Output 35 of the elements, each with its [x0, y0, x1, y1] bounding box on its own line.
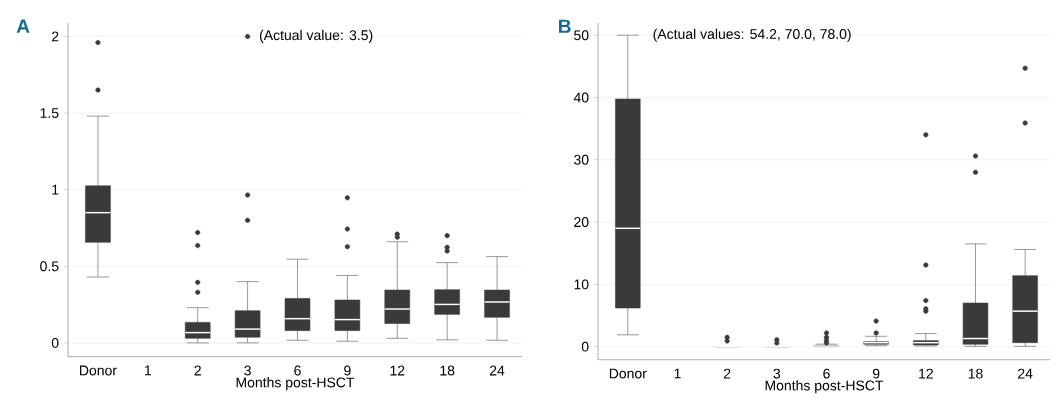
y-tick-label: 1: [52, 184, 59, 195]
x-tick-label: 2: [194, 365, 201, 376]
annotation: (Actual value: 3.5): [259, 29, 373, 43]
x-tick-label: Donor: [609, 368, 647, 379]
x-tick-label: 9: [344, 365, 351, 376]
x-tick-label: 3: [773, 368, 781, 379]
y-tick-label: 40: [573, 92, 589, 103]
x-tick-label: 1: [674, 368, 681, 379]
x-tick-label: 1: [145, 365, 152, 376]
y-tick-label: 0: [51, 337, 59, 348]
x-tick-label: 2: [723, 368, 731, 379]
x-tick-label: 18: [440, 365, 455, 376]
y-tick-label: 0.5: [40, 261, 59, 272]
y-tick-label: 1.5: [40, 108, 59, 118]
y-tick-label: 2: [52, 31, 59, 42]
x-tick-label: 12: [390, 365, 405, 376]
y-tick-label: 30: [574, 154, 589, 165]
x-axis-title: Months post-HSCT: [765, 380, 884, 394]
y-tick-label: 20: [574, 217, 589, 228]
y-tick-label: 10: [574, 279, 589, 290]
x-tick-label: Donor: [80, 365, 117, 376]
annotation: (Actual values: 54.2, 70.0, 78.0): [653, 28, 851, 42]
x-tick-label: 6: [294, 365, 301, 376]
x-tick-label: 24: [1018, 368, 1033, 379]
y-tick-label: 0: [581, 341, 589, 352]
chart-title: A: [16, 19, 30, 33]
chart-title: B: [559, 19, 571, 33]
x-tick-label: 9: [872, 368, 880, 379]
x-tick-label: 12: [919, 368, 933, 379]
y-tick-label: 50: [574, 30, 589, 41]
x-tick-label: 24: [489, 365, 505, 376]
x-tick-label: 6: [823, 368, 830, 379]
x-tick-label: 3: [244, 365, 251, 376]
x-tick-label: 18: [968, 368, 983, 379]
x-axis-title: Months post-HSCT: [236, 377, 355, 391]
